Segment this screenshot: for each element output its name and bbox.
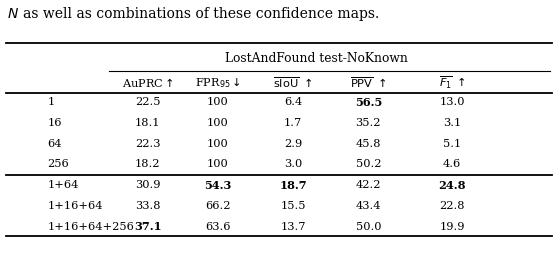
Text: 35.2: 35.2 — [355, 118, 381, 128]
Text: 100: 100 — [207, 97, 228, 107]
Text: 64: 64 — [47, 139, 62, 149]
Text: 100: 100 — [207, 118, 228, 128]
Text: 1+64: 1+64 — [47, 180, 79, 190]
Text: 100: 100 — [207, 139, 228, 149]
Text: as well as combinations of these confidence maps.: as well as combinations of these confide… — [23, 7, 379, 21]
Text: AuPRC$\uparrow$: AuPRC$\uparrow$ — [122, 76, 174, 89]
Text: 37.1: 37.1 — [134, 221, 162, 232]
Text: $\overline{\mathrm{sIoU}}$ $\uparrow$: $\overline{\mathrm{sIoU}}$ $\uparrow$ — [273, 75, 312, 90]
Text: 1.7: 1.7 — [284, 118, 302, 128]
Text: LostAndFound test-NoKnown: LostAndFound test-NoKnown — [225, 52, 408, 65]
Text: $\overline{F_1}$ $\uparrow$: $\overline{F_1}$ $\uparrow$ — [439, 74, 465, 90]
Text: 5.1: 5.1 — [443, 139, 461, 149]
Text: 3.1: 3.1 — [443, 118, 461, 128]
Text: 13.0: 13.0 — [439, 97, 465, 107]
Text: 3.0: 3.0 — [284, 159, 302, 169]
Text: 19.9: 19.9 — [439, 221, 465, 232]
Text: 22.8: 22.8 — [439, 201, 465, 211]
Text: 18.2: 18.2 — [135, 159, 161, 169]
Text: 50.0: 50.0 — [355, 221, 381, 232]
Text: $\overline{\mathrm{PPV}}$ $\uparrow$: $\overline{\mathrm{PPV}}$ $\uparrow$ — [350, 75, 387, 90]
Text: 56.5: 56.5 — [355, 97, 382, 108]
Text: 66.2: 66.2 — [205, 201, 230, 211]
Text: 2.9: 2.9 — [284, 139, 302, 149]
Text: 15.5: 15.5 — [280, 201, 306, 211]
Text: 13.7: 13.7 — [280, 221, 306, 232]
Text: 1: 1 — [47, 97, 55, 107]
Text: 30.9: 30.9 — [135, 180, 161, 190]
Text: 1+16+64+256: 1+16+64+256 — [47, 221, 134, 232]
Text: FPR$_{95}\downarrow$: FPR$_{95}\downarrow$ — [195, 75, 240, 90]
Text: 45.8: 45.8 — [355, 139, 381, 149]
Text: 18.1: 18.1 — [135, 118, 161, 128]
Text: 100: 100 — [207, 159, 228, 169]
Text: 6.4: 6.4 — [284, 97, 302, 107]
Text: $N$: $N$ — [7, 7, 19, 21]
Text: 18.7: 18.7 — [279, 179, 307, 191]
Text: 24.8: 24.8 — [438, 179, 466, 191]
Text: 1+16+64: 1+16+64 — [47, 201, 103, 211]
Text: 63.6: 63.6 — [205, 221, 230, 232]
Text: 42.2: 42.2 — [355, 180, 381, 190]
Text: 22.5: 22.5 — [135, 97, 161, 107]
Text: 22.3: 22.3 — [135, 139, 161, 149]
Text: 4.6: 4.6 — [443, 159, 461, 169]
Text: 16: 16 — [47, 118, 62, 128]
Text: 256: 256 — [47, 159, 69, 169]
Text: 54.3: 54.3 — [204, 179, 232, 191]
Text: 50.2: 50.2 — [355, 159, 381, 169]
Text: 43.4: 43.4 — [355, 201, 381, 211]
Text: 33.8: 33.8 — [135, 201, 161, 211]
